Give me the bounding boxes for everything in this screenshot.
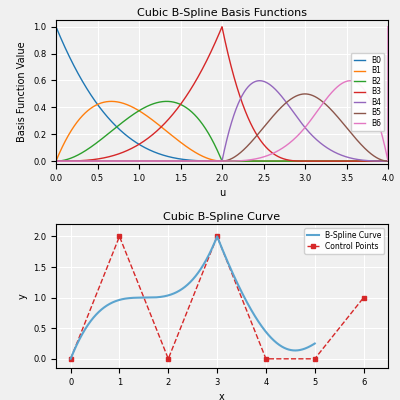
B4: [257, 78, 262, 83]
B6: [54, 159, 58, 164]
Control Points: [312, 356, 317, 361]
B3: [251, 126, 256, 131]
B0: [344, 159, 349, 164]
B0: [138, 143, 143, 148]
B5: [302, 92, 307, 96]
B5: [362, 145, 366, 150]
B4: [386, 159, 390, 164]
B4: [250, 80, 255, 85]
B0: [54, 24, 58, 29]
B3: [138, 141, 143, 146]
B6: [344, 79, 349, 84]
B-Spline Curve: [215, 234, 220, 239]
B1: [362, 159, 366, 164]
B1: [54, 159, 58, 164]
B5: [138, 159, 143, 164]
B0: [362, 159, 366, 164]
B3: [344, 159, 349, 164]
B5: [250, 138, 255, 142]
B0: [220, 159, 224, 164]
B2: [251, 159, 256, 164]
B4: [344, 154, 349, 159]
X-axis label: u: u: [219, 188, 225, 198]
B-Spline Curve: [196, 270, 201, 275]
Control Points: [68, 356, 73, 361]
B5: [278, 106, 282, 111]
B2: [164, 99, 169, 104]
Title: Cubic B-Spline Basis Functions: Cubic B-Spline Basis Functions: [137, 8, 307, 18]
B3: [278, 155, 282, 160]
B6: [362, 87, 366, 92]
Line: B0: B0: [56, 27, 388, 161]
Y-axis label: Basis Function Value: Basis Function Value: [18, 42, 28, 142]
B5: [386, 159, 390, 164]
Control Points: [215, 234, 220, 239]
B6: [386, 24, 390, 29]
B5: [54, 159, 58, 164]
B5: [344, 125, 349, 130]
B2: [138, 108, 143, 112]
B6: [278, 147, 282, 152]
Legend: B-Spline Curve, Control Points: B-Spline Curve, Control Points: [304, 228, 384, 254]
B4: [385, 159, 390, 164]
B5: [385, 159, 390, 164]
Control Points: [264, 356, 268, 361]
B2: [278, 159, 282, 164]
B6: [138, 159, 143, 164]
B-Spline Curve: [214, 236, 219, 241]
B3: [54, 159, 58, 164]
B3: [385, 159, 390, 164]
B2: [362, 159, 366, 164]
B0: [278, 159, 282, 164]
B4: [362, 158, 366, 163]
Line: B-Spline Curve: B-Spline Curve: [71, 236, 315, 359]
B1: [278, 159, 282, 164]
B1: [138, 109, 143, 114]
B0: [386, 159, 390, 164]
Title: Cubic B-Spline Curve: Cubic B-Spline Curve: [164, 212, 280, 222]
Line: Control Points: Control Points: [68, 234, 366, 361]
B0: [385, 159, 390, 164]
Line: B4: B4: [56, 81, 388, 161]
Line: B5: B5: [56, 94, 388, 161]
B0: [251, 159, 256, 164]
B-Spline Curve: [280, 345, 285, 350]
B3: [220, 24, 224, 29]
B3: [362, 159, 366, 164]
B2: [386, 159, 390, 164]
B-Spline Curve: [70, 351, 75, 356]
B-Spline Curve: [68, 356, 73, 361]
B-Spline Curve: [215, 234, 220, 239]
Y-axis label: y: y: [18, 293, 28, 299]
Line: B6: B6: [56, 27, 388, 161]
Control Points: [166, 356, 171, 361]
B1: [251, 159, 256, 164]
B3: [386, 159, 390, 164]
Line: B3: B3: [56, 27, 388, 161]
B1: [385, 159, 390, 164]
B1: [109, 99, 114, 104]
Control Points: [361, 295, 366, 300]
X-axis label: x: x: [219, 392, 225, 400]
Control Points: [117, 234, 122, 239]
B4: [278, 92, 282, 97]
B-Spline Curve: [312, 341, 317, 346]
B2: [54, 159, 58, 164]
B2: [385, 159, 390, 164]
Line: B2: B2: [56, 101, 388, 161]
B4: [138, 159, 143, 164]
Line: B1: B1: [56, 101, 388, 161]
B1: [386, 159, 390, 164]
Legend: B0, B1, B2, B3, B4, B5, B6: B0, B1, B2, B3, B4, B5, B6: [350, 53, 384, 131]
B-Spline Curve: [74, 343, 79, 348]
B6: [250, 157, 255, 162]
B4: [54, 159, 58, 164]
B1: [344, 159, 349, 164]
B2: [344, 159, 349, 164]
B6: [385, 155, 390, 160]
